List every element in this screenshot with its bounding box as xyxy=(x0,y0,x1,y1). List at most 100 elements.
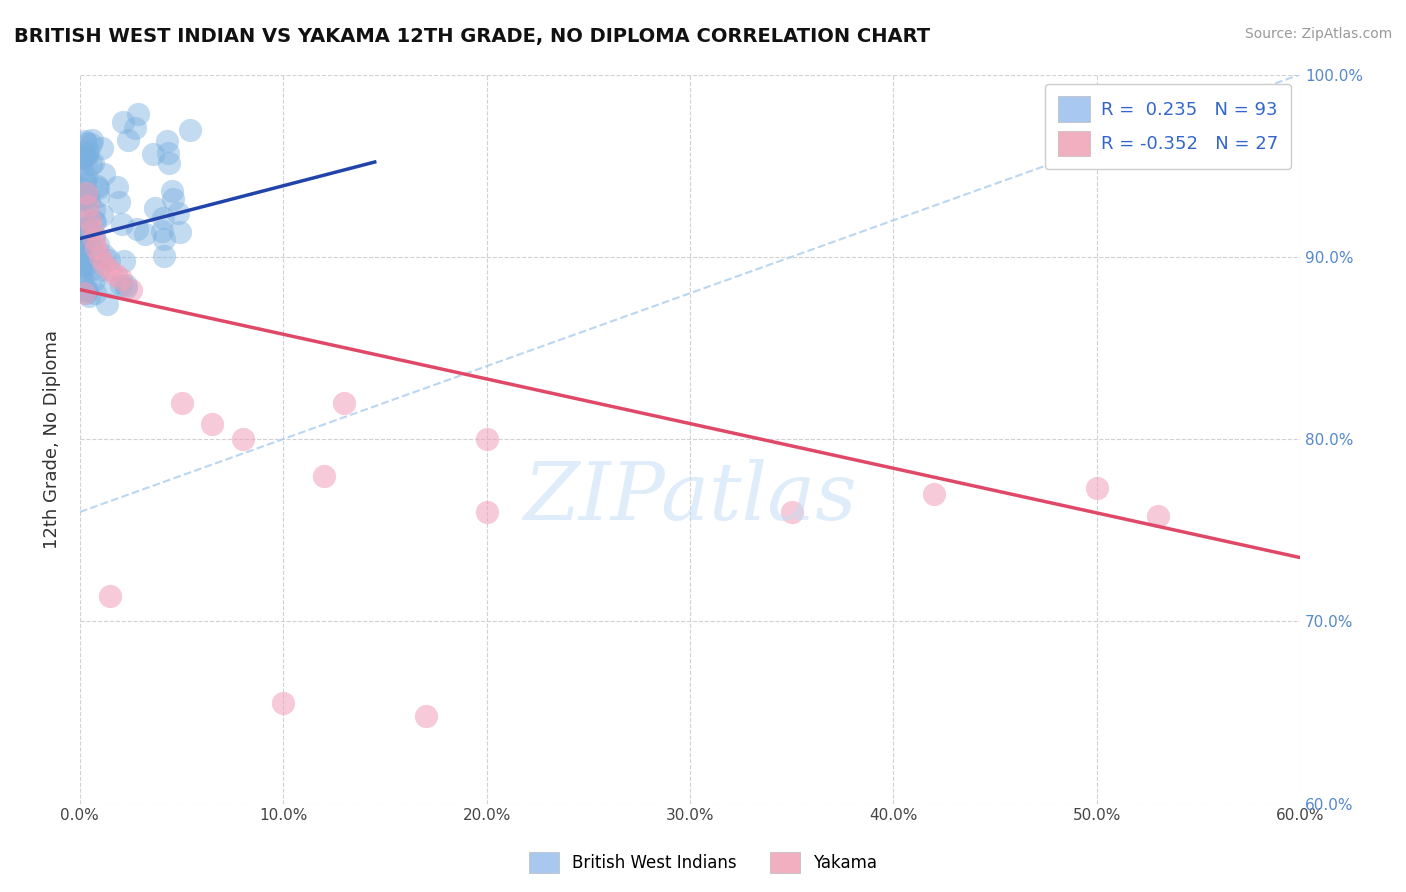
Point xyxy=(105,179,128,194)
Point xyxy=(1146,508,1168,523)
Text: Source: ZipAtlas.com: Source: ZipAtlas.com xyxy=(1244,27,1392,41)
Point xyxy=(120,283,142,297)
Point xyxy=(166,205,188,219)
Point xyxy=(93,248,115,262)
Point xyxy=(69,190,91,204)
Point xyxy=(70,162,93,177)
Point xyxy=(83,228,105,243)
Point xyxy=(98,279,121,293)
Point xyxy=(475,432,498,446)
Point xyxy=(70,273,93,287)
Point xyxy=(83,203,105,218)
Point xyxy=(72,224,94,238)
Point xyxy=(83,272,105,286)
Point xyxy=(83,215,105,229)
Point xyxy=(112,115,135,129)
Point xyxy=(271,697,294,711)
Point xyxy=(80,222,103,236)
Point xyxy=(75,258,97,272)
Point xyxy=(69,213,91,227)
Point xyxy=(125,221,148,235)
Point xyxy=(780,505,803,519)
Point xyxy=(75,136,97,150)
Point xyxy=(475,505,498,519)
Point xyxy=(93,257,115,271)
Point xyxy=(86,179,108,194)
Point xyxy=(84,286,107,301)
Point xyxy=(111,217,134,231)
Point xyxy=(75,153,97,167)
Point xyxy=(105,268,128,282)
Point xyxy=(117,133,139,147)
Point xyxy=(73,134,96,148)
Point xyxy=(79,288,101,302)
Point xyxy=(86,181,108,195)
Point xyxy=(150,224,173,238)
Point xyxy=(82,156,104,170)
Point xyxy=(80,133,103,147)
Point xyxy=(415,709,437,723)
Point xyxy=(152,211,174,225)
Text: ZIPatlas: ZIPatlas xyxy=(523,458,856,536)
Point xyxy=(73,186,96,200)
Point xyxy=(70,265,93,279)
Point xyxy=(922,487,945,501)
Point xyxy=(1085,481,1108,495)
Point xyxy=(86,189,108,203)
Point xyxy=(70,258,93,272)
Point xyxy=(142,147,165,161)
Point xyxy=(80,137,103,152)
Point xyxy=(69,181,91,195)
Point xyxy=(70,232,93,246)
Point xyxy=(75,286,97,301)
Point xyxy=(75,233,97,247)
Point xyxy=(333,395,356,409)
Point xyxy=(96,296,118,310)
Point xyxy=(72,273,94,287)
Point xyxy=(156,134,179,148)
Point xyxy=(97,252,120,267)
Point xyxy=(100,262,122,277)
Point xyxy=(160,185,183,199)
Point xyxy=(75,170,97,185)
Point xyxy=(73,286,96,301)
Point xyxy=(70,254,93,268)
Point xyxy=(73,192,96,206)
Point xyxy=(79,239,101,253)
Legend: British West Indians, Yakama: British West Indians, Yakama xyxy=(522,846,884,880)
Point xyxy=(86,238,108,252)
Point xyxy=(79,213,101,227)
Point xyxy=(76,145,98,159)
Point xyxy=(76,189,98,203)
Point xyxy=(75,175,97,189)
Point xyxy=(312,468,335,483)
Point xyxy=(93,167,115,181)
Point xyxy=(115,281,138,295)
Legend: R =  0.235   N = 93, R = -0.352   N = 27: R = 0.235 N = 93, R = -0.352 N = 27 xyxy=(1045,84,1291,169)
Point xyxy=(143,202,166,216)
Point xyxy=(76,284,98,298)
Point xyxy=(232,432,254,446)
Point xyxy=(72,149,94,163)
Point xyxy=(75,186,97,200)
Point xyxy=(77,194,100,209)
Point xyxy=(169,225,191,239)
Point xyxy=(82,262,104,277)
Point xyxy=(91,141,114,155)
Point xyxy=(100,589,122,603)
Y-axis label: 12th Grade, No Diploma: 12th Grade, No Diploma xyxy=(44,329,60,549)
Point xyxy=(69,245,91,260)
Point xyxy=(134,227,156,241)
Point xyxy=(76,147,98,161)
Point xyxy=(108,194,131,209)
Point xyxy=(72,251,94,265)
Point xyxy=(83,231,105,245)
Point xyxy=(70,240,93,254)
Point xyxy=(87,263,110,277)
Point xyxy=(79,157,101,171)
Point xyxy=(73,178,96,192)
Point xyxy=(153,232,176,246)
Point xyxy=(76,283,98,297)
Point xyxy=(70,260,93,275)
Point xyxy=(153,249,176,263)
